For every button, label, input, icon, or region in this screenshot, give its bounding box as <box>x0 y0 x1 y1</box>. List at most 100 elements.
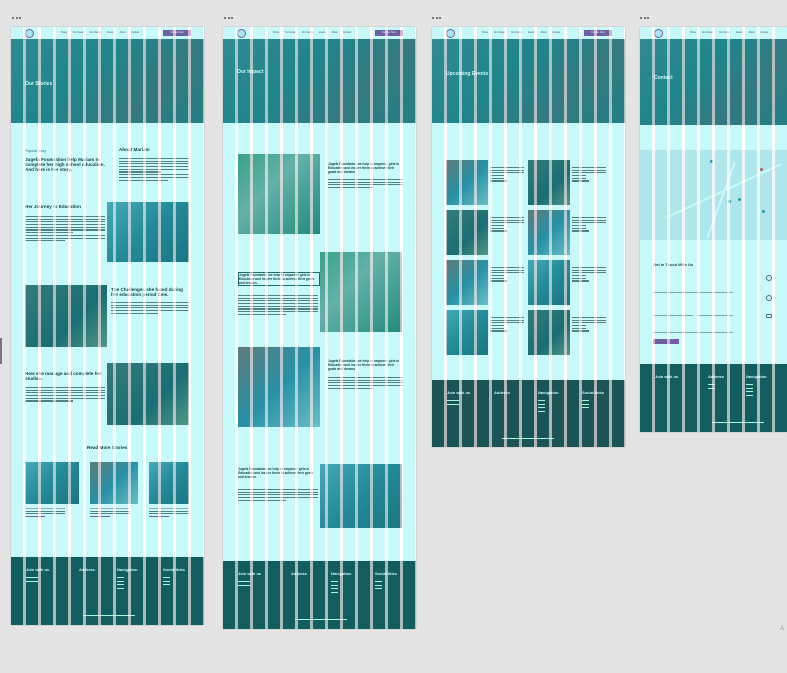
email-field[interactable] <box>653 315 693 316</box>
impact-text: Jugefa Foundation we help to empower gir… <box>328 359 400 371</box>
logo[interactable] <box>654 29 663 38</box>
logo[interactable] <box>25 29 34 38</box>
nav-links: Home Our Impact Our Stories Events About… <box>482 32 565 34</box>
footer-links <box>538 400 545 414</box>
footer-links <box>331 581 338 595</box>
event-details <box>572 267 606 283</box>
nav-link[interactable]: Our Stories <box>301 32 314 34</box>
artboard-4-menu-icon[interactable] <box>640 17 652 20</box>
nav-link[interactable]: Home <box>273 32 280 34</box>
event-details <box>490 167 524 183</box>
footer: Join with us Address Navigation Social l… <box>11 557 204 625</box>
footer-address-heading: Address <box>79 567 96 572</box>
nav-link[interactable]: Our Impact <box>72 32 85 34</box>
map-pin-icon[interactable] <box>710 160 713 163</box>
event-photo[interactable] <box>528 310 570 355</box>
nav-link[interactable]: Contact <box>552 32 561 34</box>
submit-button[interactable] <box>653 339 679 344</box>
artboard-1-menu-icon[interactable] <box>12 17 24 20</box>
journey-heading: Her Journey to Education <box>25 204 81 209</box>
hero-title: Contact <box>654 75 673 81</box>
logo[interactable] <box>446 29 455 38</box>
nav-link[interactable]: Our Stories <box>89 32 102 34</box>
event-details <box>572 167 606 183</box>
nav-link[interactable]: Contact <box>131 32 140 34</box>
nav-link[interactable]: Our Impact <box>493 32 506 34</box>
name-field[interactable] <box>653 292 733 293</box>
nav-link[interactable]: Our Stories <box>510 32 523 34</box>
map-pin-icon[interactable] <box>762 210 765 213</box>
nav-link[interactable]: Home <box>61 32 68 34</box>
impact-text: Jugefa Foundation we help to empower gir… <box>238 272 320 286</box>
story-card-photo[interactable] <box>25 462 79 504</box>
event-photo[interactable] <box>446 260 488 305</box>
event-photo[interactable] <box>528 160 570 205</box>
impact-paragraph <box>328 377 403 390</box>
hero-title: Upcoming Events <box>446 71 489 77</box>
hero-image: Contact <box>640 39 787 125</box>
impact-text: Jugefa Foundation we help to empower gir… <box>238 467 314 479</box>
hero-image: Our Impact <box>223 39 416 123</box>
donate-button[interactable]: Donate Now <box>163 30 191 36</box>
donate-button[interactable]: Donate Now <box>584 30 612 36</box>
artboard-upcoming-events[interactable]: Home Our Impact Our Stories Events About… <box>432 27 625 447</box>
nav-link[interactable]: Our Stories <box>718 32 731 34</box>
nav-link[interactable]: Events <box>319 32 327 34</box>
canvas-edge-handle <box>0 338 2 364</box>
nav-link[interactable]: Our Impact <box>701 32 714 34</box>
nav-link[interactable]: Events <box>736 32 744 34</box>
nav-link[interactable]: About <box>119 32 126 34</box>
manage-heading: How she manage and complete her studies. <box>25 371 102 381</box>
event-details <box>490 217 524 233</box>
donate-button[interactable]: Donate Now <box>375 30 403 36</box>
artboard-our-stories[interactable]: Home Our Impact Our Stories Events About… <box>11 27 204 625</box>
top-nav: Home Our Impact Our Stories Events About… <box>432 27 625 39</box>
read-more-heading: Read More Stories <box>87 445 128 450</box>
map-pin-icon[interactable] <box>728 200 731 203</box>
footer-join-heading: Join with us <box>26 567 50 572</box>
map-pin-icon[interactable] <box>760 168 763 171</box>
footer-links <box>708 384 715 391</box>
artboard-contact[interactable]: Home Our Impact Our Stories Events About… <box>640 27 787 432</box>
nav-link[interactable]: Home <box>690 32 697 34</box>
hero-image: Upcoming Events <box>432 39 625 123</box>
phone-field[interactable] <box>697 315 733 316</box>
location-map[interactable] <box>640 150 787 240</box>
artboard-3-menu-icon[interactable] <box>432 17 444 20</box>
nav-link[interactable]: Events <box>107 32 115 34</box>
challenges-heading: The Challenges she faced during her educ… <box>111 287 183 297</box>
story-card-photo[interactable] <box>90 462 138 504</box>
logo[interactable] <box>237 29 246 38</box>
footer-copyright <box>295 619 347 623</box>
challenges-paragraph <box>111 302 189 315</box>
footer: Join with us Address Navigation Social l… <box>432 380 625 447</box>
nav-link[interactable]: Home <box>482 32 489 34</box>
impact-paragraph <box>328 179 403 190</box>
event-photo[interactable] <box>446 310 488 355</box>
artboard-2-menu-icon[interactable] <box>224 17 236 20</box>
event-photo[interactable] <box>446 210 488 255</box>
nav-link[interactable]: Events <box>528 32 536 34</box>
event-photo[interactable] <box>528 210 570 255</box>
popular-story-heading: Jugefa Foundation help Mariam to complet… <box>25 157 105 172</box>
nav-link[interactable]: Contact <box>343 32 352 34</box>
message-field[interactable] <box>653 332 733 333</box>
footer-join-heading: Join with us <box>238 571 262 576</box>
nav-link[interactable]: About <box>540 32 547 34</box>
story-card-photo[interactable] <box>149 462 189 504</box>
nav-link[interactable]: About <box>331 32 338 34</box>
footer-links <box>447 400 459 407</box>
map-pin-icon[interactable] <box>738 198 741 201</box>
event-details <box>572 217 606 233</box>
impact-photo <box>238 347 320 427</box>
footer-links <box>238 581 250 588</box>
nav-link[interactable]: About <box>748 32 755 34</box>
nav-link[interactable]: Our Impact <box>284 32 297 34</box>
event-photo[interactable] <box>446 160 488 205</box>
event-photo[interactable] <box>528 260 570 305</box>
nav-link[interactable]: Contact <box>760 32 769 34</box>
impact-photo <box>320 464 402 528</box>
artboard-our-impact[interactable]: Home Our Impact Our Stories Events About… <box>223 27 416 629</box>
footer-social-heading: Social links <box>582 390 605 395</box>
footer-navigation-heading: Navigation <box>331 571 352 576</box>
